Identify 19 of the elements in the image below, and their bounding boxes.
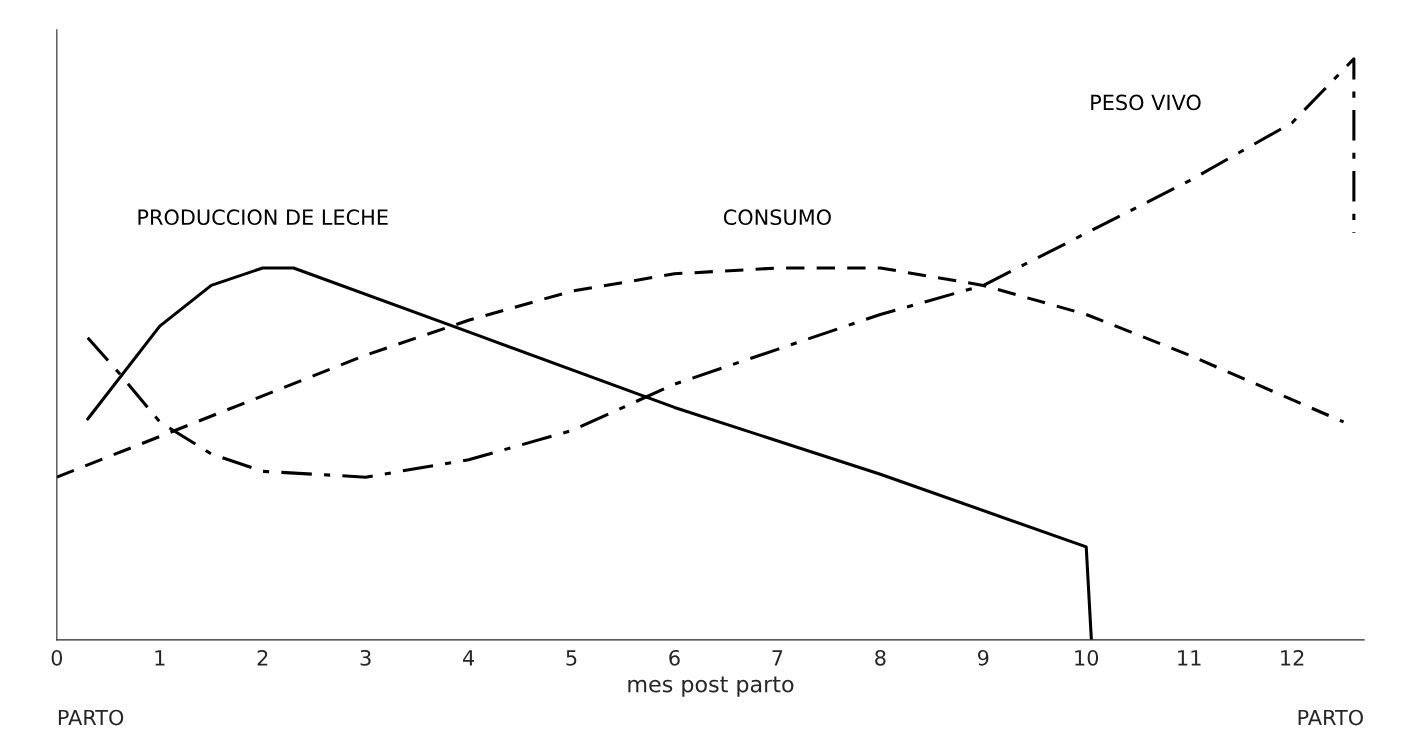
x-tick-label: 12 bbox=[1281, 649, 1304, 666]
x-tick-label: 5 bbox=[566, 650, 577, 666]
text: PRODUCCION DE LECHE bbox=[138, 209, 388, 226]
x-tick-label: 6 bbox=[669, 649, 680, 666]
text: PESO VIVO bbox=[1091, 94, 1201, 111]
x-tick-label: 7 bbox=[772, 650, 783, 666]
x-tick-label: 2 bbox=[257, 649, 268, 666]
x-tick-label: 8 bbox=[875, 649, 886, 666]
text: PARTO bbox=[1298, 709, 1363, 726]
x-tick-label: 4 bbox=[462, 650, 475, 666]
x-tick-label: 10 bbox=[1075, 649, 1099, 666]
text: CONSUMO bbox=[723, 209, 831, 226]
x-tick-label: 9 bbox=[977, 649, 989, 666]
x-tick-label: 1 bbox=[155, 650, 165, 666]
x-tick-label: 0 bbox=[51, 649, 63, 666]
text: PARTO bbox=[58, 709, 124, 726]
x-tick-label: 11 bbox=[1178, 650, 1201, 666]
x-tick-label: 3 bbox=[360, 649, 371, 666]
x-axis-title: mes post parto bbox=[628, 676, 794, 697]
